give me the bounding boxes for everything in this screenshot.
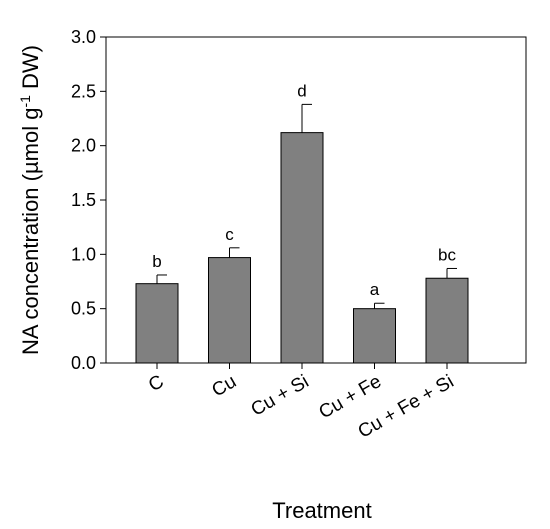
bar [280, 132, 324, 364]
y-tick-label: 2.0 [71, 136, 96, 156]
y-tick-label: 1.0 [71, 244, 96, 264]
bar [208, 257, 251, 364]
bar [353, 308, 396, 364]
y-tick-label: 0.0 [71, 353, 96, 373]
y-axis-title: NA concentration (µmol g-1 DW) [17, 45, 43, 355]
y-axis: 0.0 0.5 1.0 1.5 2.0 2.5 3.0 [71, 27, 106, 373]
significance-letter: c [225, 225, 234, 244]
significance-letter: a [370, 280, 380, 299]
y-tick-label: 0.5 [71, 299, 96, 319]
bar [425, 277, 469, 364]
y-tick-label: 3.0 [71, 27, 96, 47]
significance-letter: bc [438, 245, 456, 264]
y-tick-label: 2.5 [71, 81, 96, 101]
x-axis-title: Treatment [272, 498, 371, 523]
significance-letter: b [152, 252, 161, 271]
y-tick-label: 1.5 [71, 190, 96, 210]
x-tick-label: Cu [208, 371, 240, 401]
x-tick-label: C [145, 371, 167, 396]
significance-letter: d [297, 81, 306, 100]
bar [135, 283, 179, 364]
x-tick-label: Cu + Si [248, 371, 313, 421]
